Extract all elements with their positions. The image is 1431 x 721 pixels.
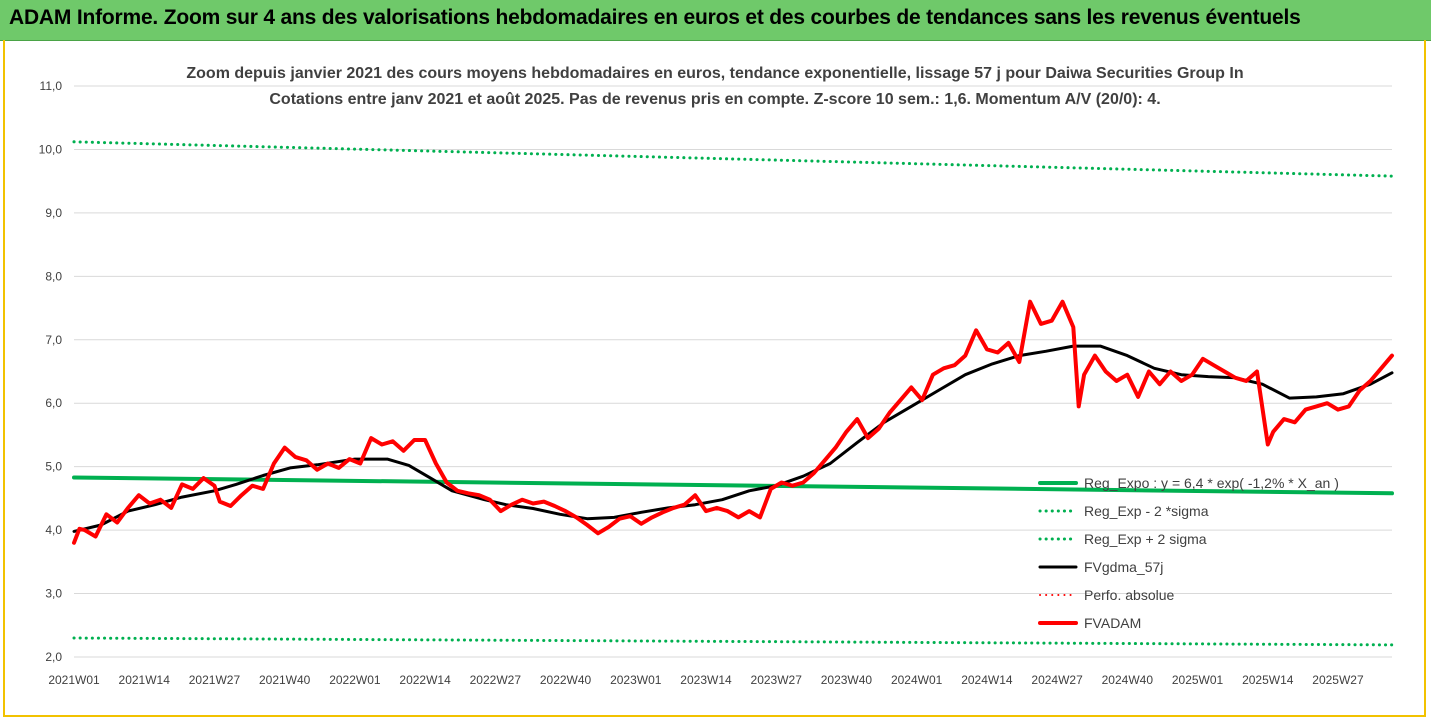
chart-subtitle: Cotations entre janv 2021 et août 2025. … bbox=[269, 91, 1160, 108]
y-tick-label: 8,0 bbox=[45, 269, 62, 283]
series-line-5 bbox=[72, 299, 1394, 545]
y-tick-label: 11,0 bbox=[40, 79, 63, 93]
report-title: ADAM Informe. Zoom sur 4 ans des valoris… bbox=[9, 6, 1301, 29]
chart-series bbox=[72, 140, 1394, 647]
legend-label: Reg_Expo : y = 6,4 * exp( -1,2% * X_an ) bbox=[1084, 475, 1339, 491]
report-banner: ADAM Informe. Zoom sur 4 ans des valoris… bbox=[0, 0, 1431, 41]
x-tick-label: 2022W14 bbox=[399, 673, 451, 687]
x-tick-label: 2022W01 bbox=[329, 673, 381, 687]
x-tick-label: 2025W14 bbox=[1242, 673, 1294, 687]
x-tick-label: 2021W01 bbox=[48, 673, 100, 687]
y-tick-label: 2,0 bbox=[45, 650, 62, 664]
y-tick-label: 9,0 bbox=[45, 206, 62, 220]
y-axis-ticks: 2,0 3,0 4,0 5,0 6,0 7,0 8,0 9,0 10,0 11,0 bbox=[39, 79, 63, 664]
x-tick-label: 2023W27 bbox=[751, 673, 803, 687]
x-tick-label: 2025W27 bbox=[1312, 673, 1364, 687]
x-tick-label: 2021W27 bbox=[189, 673, 241, 687]
x-tick-label: 2023W40 bbox=[821, 673, 873, 687]
chart-title: Zoom depuis janvier 2021 des cours moyen… bbox=[186, 65, 1243, 82]
x-tick-label: 2023W14 bbox=[680, 673, 732, 687]
y-tick-label: 5,0 bbox=[45, 460, 62, 474]
x-tick-label: 2023W01 bbox=[610, 673, 662, 687]
chart-frame bbox=[3, 40, 1426, 717]
y-tick-label: 10,0 bbox=[39, 142, 63, 156]
x-tick-label: 2021W14 bbox=[119, 673, 171, 687]
y-tick-label: 6,0 bbox=[45, 396, 62, 410]
series-line-0 bbox=[72, 475, 1394, 496]
x-tick-label: 2022W27 bbox=[470, 673, 522, 687]
x-tick-label: 2024W27 bbox=[1031, 673, 1083, 687]
x-axis-ticks: 2021W01 2021W14 2021W27 2021W40 2022W01 2022W… bbox=[48, 673, 1364, 687]
x-tick-label: 2024W40 bbox=[1102, 673, 1154, 687]
y-tick-label: 4,0 bbox=[45, 523, 62, 537]
legend-label: FVgdma_57j bbox=[1084, 559, 1163, 575]
chart-gridlines bbox=[74, 85, 1392, 658]
series-line-1 bbox=[72, 636, 1394, 647]
x-tick-label: 2025W01 bbox=[1172, 673, 1224, 687]
series-line-3 bbox=[72, 344, 1394, 533]
legend-label: Perfo. absolue bbox=[1084, 587, 1174, 603]
y-tick-label: 7,0 bbox=[45, 333, 62, 347]
x-tick-label: 2022W40 bbox=[540, 673, 592, 687]
x-tick-label: 2024W01 bbox=[891, 673, 943, 687]
legend-label: FVADAM bbox=[1084, 615, 1141, 631]
y-tick-label: 3,0 bbox=[45, 587, 62, 601]
series-line-2 bbox=[72, 140, 1394, 178]
x-tick-label: 2024W14 bbox=[961, 673, 1013, 687]
x-tick-label: 2021W40 bbox=[259, 673, 311, 687]
legend-label: Reg_Exp - 2 *sigma bbox=[1084, 503, 1209, 519]
legend-label: Reg_Exp + 2 sigma bbox=[1084, 531, 1207, 547]
chart-legend: Reg_Expo : y = 6,4 * exp( -1,2% * X_an )… bbox=[1038, 475, 1339, 631]
